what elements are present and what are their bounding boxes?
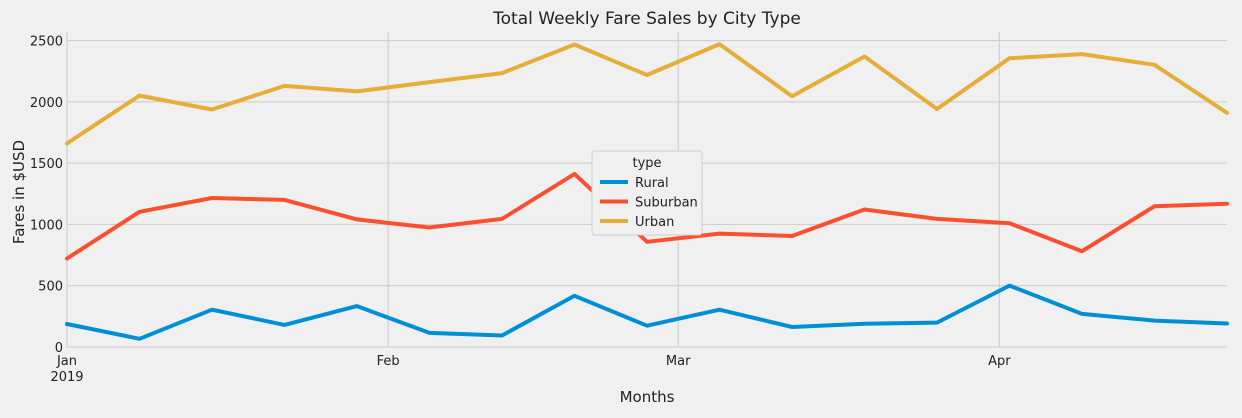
series-line-urban [65, 42, 1229, 146]
x-tick-sublabel: 2019 [50, 370, 83, 385]
y-axis-label: Fares in $USD [10, 140, 28, 244]
series-line-suburban [65, 171, 1229, 261]
x-tick-label: Apr [988, 354, 1011, 369]
legend-label-urban: Urban [635, 215, 674, 230]
y-tick-label: 2500 [30, 35, 63, 50]
legend-items: Rural Suburban Urban [600, 176, 698, 230]
legend: type Rural Suburban Urban [591, 150, 703, 236]
legend-label-rural: Rural [635, 176, 669, 191]
legend-label-suburban: Suburban [635, 196, 698, 211]
y-tick-label: 1000 [30, 218, 63, 233]
legend-box [591, 150, 703, 236]
x-tick-label: Mar [666, 354, 691, 369]
y-axis-ticks: 0 500 1000 1500 2000 2500 [30, 35, 63, 356]
series-line-rural [65, 283, 1229, 341]
y-tick-label: 2000 [30, 96, 63, 111]
legend-title: type [632, 156, 661, 171]
x-axis-label: Months [620, 388, 675, 406]
series-lines [65, 42, 1229, 341]
y-tick-label: 500 [38, 280, 63, 295]
y-tick-label: 0 [55, 341, 63, 356]
x-tick-label: Feb [377, 354, 400, 369]
y-tick-label: 1500 [30, 157, 63, 172]
chart-title: Total Weekly Fare Sales by City Type [492, 9, 801, 29]
x-tick-label: Jan [56, 354, 77, 369]
